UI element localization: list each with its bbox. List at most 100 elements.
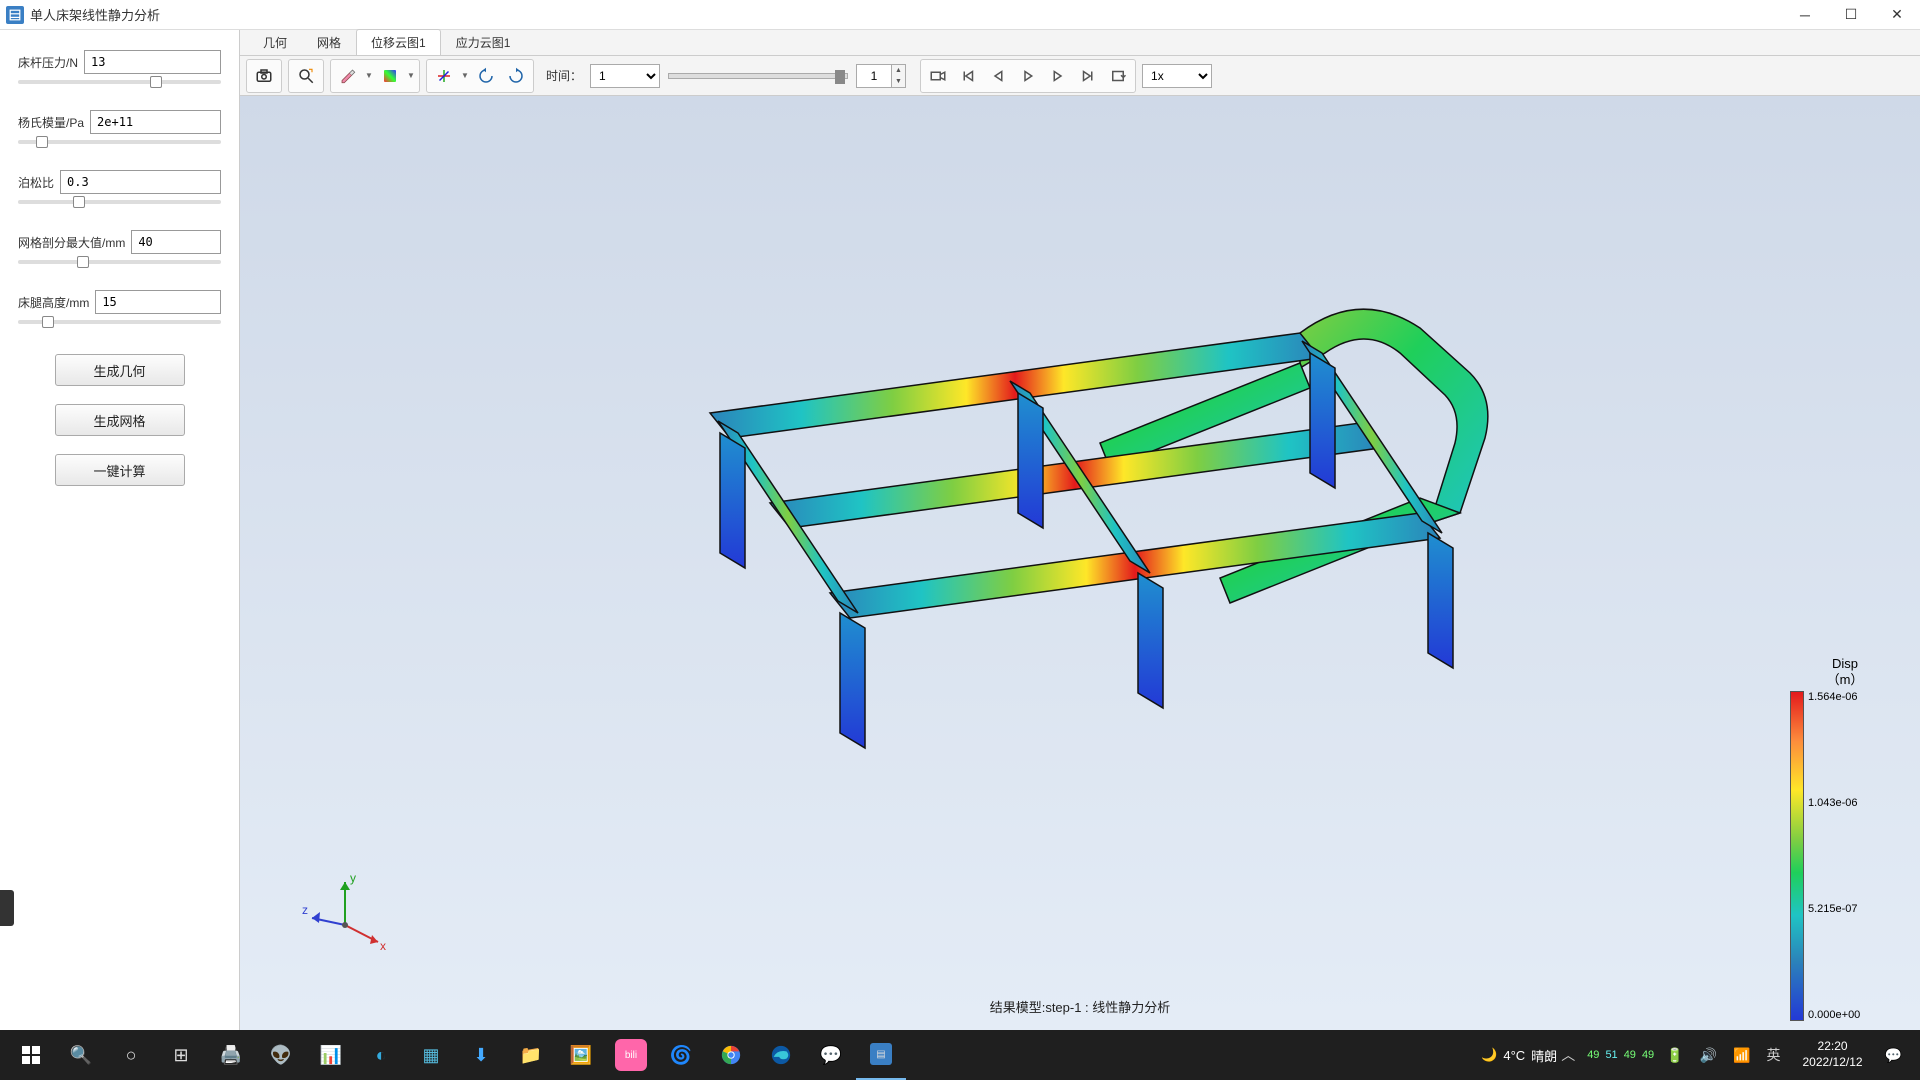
step-input[interactable]: [857, 65, 891, 87]
orientation-triad: x y z: [300, 870, 390, 960]
taskbar-app-6[interactable]: ⬇: [456, 1030, 506, 1080]
parameter-panel: 床杆压力/N 杨氏模量/Pa 泊松比 网格剖分最大值/mm: [0, 30, 240, 1030]
titlebar: 单人床架线性静力分析 ─ ☐ ✕: [0, 0, 1920, 30]
legend-unit: （m）: [1827, 672, 1864, 687]
legend-mid2: 5.215e-07: [1808, 903, 1900, 915]
tab-mesh[interactable]: 网格: [302, 29, 356, 55]
fea-model: [600, 233, 1560, 833]
close-button[interactable]: ✕: [1874, 0, 1920, 30]
param-label-poisson: 泊松比: [18, 174, 54, 191]
taskbar-app-9[interactable]: 🌀: [656, 1030, 706, 1080]
taskbar-explorer[interactable]: 📁: [506, 1030, 556, 1080]
svg-text:z: z: [302, 903, 308, 917]
viewport-status: 结果模型:step-1 : 线性静力分析: [990, 997, 1171, 1016]
colormap-dropdown[interactable]: ▼: [405, 71, 417, 80]
cortana-button[interactable]: ○: [106, 1030, 156, 1080]
taskbar-edge[interactable]: [756, 1030, 806, 1080]
time-label: 时间：: [546, 67, 582, 84]
app-icon: [6, 6, 24, 24]
taskbar-app-1[interactable]: 🖨️: [206, 1030, 256, 1080]
screenshot-button[interactable]: [249, 62, 279, 90]
param-input-mesh[interactable]: [131, 230, 221, 254]
step-spinner[interactable]: ▲▼: [856, 64, 906, 88]
generate-mesh-button[interactable]: 生成网格: [55, 404, 185, 436]
windows-taskbar: 🔍 ○ ⊞ 🖨️ 👽 📊 ◐ ▦ ⬇ 📁 🖼️ bili 🌀 💬 ▤ 🌙 4°C…: [0, 1030, 1920, 1080]
param-label-youngs: 杨氏模量/Pa: [18, 114, 84, 131]
next-frame-button[interactable]: [1043, 62, 1073, 90]
tray-expand-icon[interactable]: ︿: [1557, 1045, 1579, 1065]
zoom-button[interactable]: [291, 62, 321, 90]
svg-text:x: x: [380, 939, 386, 953]
brush-button[interactable]: [333, 62, 363, 90]
taskbar-app-7[interactable]: 🖼️: [556, 1030, 606, 1080]
axes-button[interactable]: [429, 62, 459, 90]
viewport-toolbar: ▼ ▼ ▼ 时间： 1 ▲▼: [240, 56, 1920, 96]
colormap-button[interactable]: [375, 62, 405, 90]
axes-dropdown[interactable]: ▼: [459, 71, 471, 80]
tab-geometry[interactable]: 几何: [248, 29, 302, 55]
param-slider-poisson[interactable]: [18, 200, 221, 204]
param-slider-legheight[interactable]: [18, 320, 221, 324]
param-input-youngs[interactable]: [90, 110, 221, 134]
color-legend: Disp （m） 1.564e-06 1.043e-06 5.215e-07 0…: [1790, 656, 1900, 1021]
start-button[interactable]: [6, 1030, 56, 1080]
tray-notifications-icon[interactable]: 💬: [1881, 1047, 1906, 1064]
svg-text:y: y: [350, 871, 356, 885]
tray-volume-icon[interactable]: 🔊: [1696, 1047, 1721, 1064]
param-slider-mesh[interactable]: [18, 260, 221, 264]
param-label-mesh: 网格剖分最大值/mm: [18, 234, 125, 251]
param-slider-pressure[interactable]: [18, 80, 221, 84]
last-frame-button[interactable]: [1073, 62, 1103, 90]
step-up[interactable]: ▲: [892, 65, 905, 76]
tab-displacement[interactable]: 位移云图1: [356, 29, 441, 55]
window-title: 单人床架线性静力分析: [30, 5, 1782, 24]
view-tabs: 几何 网格 位移云图1 应力云图1: [240, 30, 1920, 56]
speed-select[interactable]: 1x: [1142, 64, 1212, 88]
legend-colorbar: [1790, 691, 1804, 1021]
tray-ime[interactable]: 英: [1763, 1045, 1785, 1065]
minimize-button[interactable]: ─: [1782, 0, 1828, 30]
generate-geometry-button[interactable]: 生成几何: [55, 354, 185, 386]
legend-title: Disp: [1832, 656, 1858, 671]
taskbar-wechat[interactable]: 💬: [806, 1030, 856, 1080]
tab-stress[interactable]: 应力云图1: [441, 29, 526, 55]
taskbar-chrome[interactable]: [706, 1030, 756, 1080]
tray-wifi-icon[interactable]: 📶: [1729, 1047, 1754, 1064]
legend-mid1: 1.043e-06: [1808, 797, 1900, 809]
brush-dropdown[interactable]: ▼: [363, 71, 375, 80]
fea-viewport[interactable]: x y z Disp （m） 1.564e-06 1.043e-06: [240, 96, 1920, 1030]
taskbar-current-app[interactable]: ▤: [856, 1030, 906, 1080]
taskbar-app-8[interactable]: bili: [615, 1039, 647, 1071]
legend-max: 1.564e-06: [1808, 691, 1900, 703]
search-button[interactable]: 🔍: [56, 1030, 106, 1080]
tray-gpu-temps: 49 51 49 49: [1587, 1049, 1654, 1061]
step-down[interactable]: ▼: [892, 76, 905, 87]
taskbar-weather[interactable]: 🌙 4°C 晴朗: [1481, 1046, 1557, 1065]
play-button[interactable]: [1013, 62, 1043, 90]
param-label-pressure: 床杆压力/N: [18, 54, 78, 71]
record-button[interactable]: [923, 62, 953, 90]
time-slider[interactable]: [668, 73, 848, 79]
maximize-button[interactable]: ☐: [1828, 0, 1874, 30]
taskview-button[interactable]: ⊞: [156, 1030, 206, 1080]
taskbar-app-4[interactable]: ◐: [356, 1030, 406, 1080]
param-input-poisson[interactable]: [60, 170, 221, 194]
param-input-pressure[interactable]: [84, 50, 221, 74]
param-input-legheight[interactable]: [95, 290, 221, 314]
rotate-left-button[interactable]: [471, 62, 501, 90]
sidebar-collapse-handle[interactable]: [0, 890, 14, 926]
rotate-right-button[interactable]: [501, 62, 531, 90]
taskbar-app-2[interactable]: 👽: [256, 1030, 306, 1080]
param-slider-youngs[interactable]: [18, 140, 221, 144]
prev-frame-button[interactable]: [983, 62, 1013, 90]
taskbar-app-5[interactable]: ▦: [406, 1030, 456, 1080]
loop-button[interactable]: [1103, 62, 1133, 90]
first-frame-button[interactable]: [953, 62, 983, 90]
legend-min: 0.000e+00: [1808, 1009, 1900, 1021]
time-select[interactable]: 1: [590, 64, 660, 88]
taskbar-app-3[interactable]: 📊: [306, 1030, 356, 1080]
tray-clock[interactable]: 22:20 2022/12/12: [1793, 1039, 1873, 1070]
tray-battery-icon[interactable]: 🔋: [1662, 1047, 1687, 1064]
compute-button[interactable]: 一键计算: [55, 454, 185, 486]
param-label-legheight: 床腿高度/mm: [18, 294, 89, 311]
